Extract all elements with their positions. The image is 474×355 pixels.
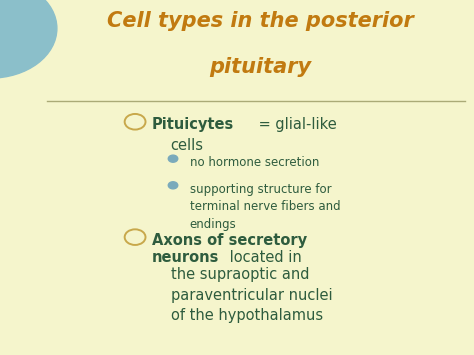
Text: neurons: neurons [152, 250, 219, 265]
Text: supporting structure for
terminal nerve fibers and
endings: supporting structure for terminal nerve … [190, 183, 340, 231]
Text: pituitary: pituitary [210, 57, 312, 77]
Circle shape [0, 0, 57, 78]
Text: = glial-like: = glial-like [254, 117, 337, 132]
Text: located in: located in [225, 250, 302, 265]
Text: no hormone secretion: no hormone secretion [190, 156, 319, 169]
Text: Axons of secretory: Axons of secretory [152, 233, 307, 247]
Text: cells: cells [171, 138, 204, 153]
Text: Cell types in the posterior: Cell types in the posterior [107, 11, 414, 31]
Circle shape [0, 0, 47, 36]
Text: the supraoptic and
paraventricular nuclei
of the hypothalamus: the supraoptic and paraventricular nucle… [171, 267, 332, 323]
Circle shape [168, 155, 178, 162]
Circle shape [168, 182, 178, 189]
Text: Pituicytes: Pituicytes [152, 117, 234, 132]
